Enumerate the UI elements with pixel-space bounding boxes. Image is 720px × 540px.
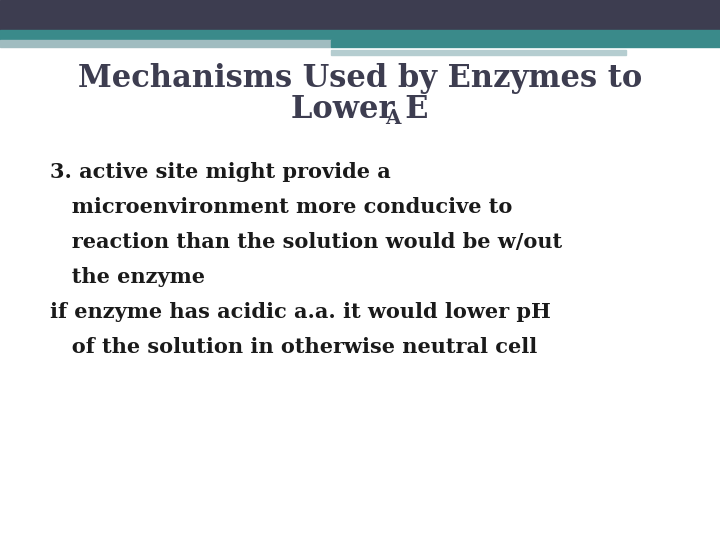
Text: microenvironment more conducive to: microenvironment more conducive to [50, 197, 513, 217]
Text: Mechanisms Used by Enzymes to: Mechanisms Used by Enzymes to [78, 63, 642, 93]
Text: A: A [385, 108, 401, 128]
Text: reaction than the solution would be w/out: reaction than the solution would be w/ou… [50, 232, 562, 252]
Text: Lower E: Lower E [292, 94, 428, 125]
Text: the enzyme: the enzyme [50, 267, 205, 287]
Text: of the solution in otherwise neutral cell: of the solution in otherwise neutral cel… [50, 337, 537, 357]
Text: 3. active site might provide a: 3. active site might provide a [50, 162, 391, 182]
Text: if enzyme has acidic a.a. it would lower pH: if enzyme has acidic a.a. it would lower… [50, 302, 551, 322]
